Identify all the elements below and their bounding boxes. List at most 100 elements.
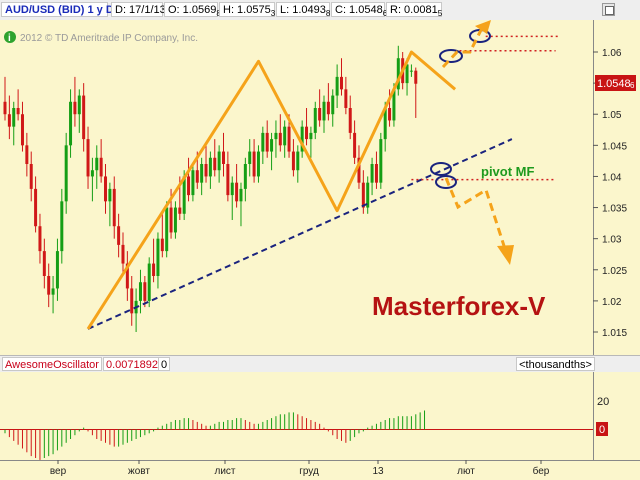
candle-body [77, 95, 81, 115]
candle-body [261, 132, 265, 152]
candle-body [47, 276, 51, 295]
oscillator-panel[interactable]: 20 0 [0, 372, 640, 460]
candle-body [256, 151, 260, 177]
candle-body [296, 151, 300, 171]
low-readout: L: 1.04938 [276, 2, 330, 18]
candle-body [160, 238, 164, 252]
window-control-icon[interactable] [602, 3, 615, 16]
last-price-badge [595, 75, 636, 91]
x-tick-label: лют [457, 466, 475, 477]
x-tick-label: жовт [128, 466, 150, 477]
candle-body [73, 101, 77, 115]
candle-body [29, 164, 33, 189]
close-value: C: 1.0548 [335, 4, 383, 16]
candle-body [396, 58, 400, 90]
oscillator-extra: 0 [158, 357, 171, 371]
candle-body [99, 157, 103, 177]
candle-body [125, 263, 129, 289]
candle-body [339, 76, 343, 90]
candle-body [305, 126, 309, 140]
candle-body [69, 101, 73, 146]
y-tick-label: 1.045 [602, 141, 627, 152]
candle-body [200, 164, 204, 183]
range-subdigit: 5 [437, 9, 443, 19]
candle-body [51, 288, 55, 295]
zigzag-line [86, 50, 457, 330]
date-readout: D: 17/1/13 [111, 2, 166, 17]
candle-body [217, 151, 221, 171]
last-price-value: 1.0548 [597, 78, 631, 90]
candle-body [195, 170, 199, 183]
marker-ellipse [439, 49, 463, 63]
time-axis-bg [0, 460, 640, 480]
high-subdigit: 3 [270, 9, 276, 19]
info-icon[interactable] [4, 31, 16, 43]
candle-body [243, 164, 247, 189]
y-tick-label: 1.03 [602, 235, 622, 246]
x-tick-label: вер [50, 466, 67, 477]
candle-body [274, 132, 278, 140]
oscillator-name[interactable]: AwesomeOscillator [2, 357, 102, 371]
candle-body [42, 251, 46, 276]
open-readout: O: 1.05698 [164, 2, 221, 18]
forecast-arrow-down-icon [497, 245, 514, 265]
oscillator-header: AwesomeOscillator 0.0071892 0 <thousandt… [0, 355, 640, 373]
high-readout: H: 1.05753 [219, 2, 276, 19]
x-tick-label: лист [214, 466, 235, 477]
range-readout: R: 0.00815 [386, 2, 443, 19]
y-tick-label: 1.06 [602, 48, 622, 59]
candle-body [335, 76, 339, 96]
y-tick-label: 1.035 [602, 204, 627, 215]
candle-body [204, 164, 208, 177]
candle-body [55, 251, 59, 289]
candle-body [152, 263, 156, 276]
pivot-label: pivot MF [481, 164, 534, 179]
candle-body [173, 207, 177, 233]
candle-body [230, 182, 234, 196]
marker-ellipse [435, 175, 457, 189]
candle-body [331, 95, 335, 115]
candle-body [226, 164, 230, 196]
marker-ellipse [430, 162, 452, 176]
upside-forecast-path [441, 25, 485, 69]
price-chart[interactable]: 1.015 1.02 1.025 1.03 1.035 1.04 1.045 1.05 1.05… [0, 20, 640, 355]
x-tick-label: груд [299, 466, 319, 477]
time-axis: вер жовт лист груд 13 лют бер [0, 460, 640, 480]
candle-body [278, 132, 282, 146]
candle-body [300, 126, 304, 152]
open-subdigit: 8 [216, 9, 220, 18]
candle-body [12, 108, 16, 127]
candle-body [7, 114, 11, 127]
info-icon-glyph: i [8, 33, 11, 44]
candle-body [82, 95, 86, 140]
candle-body [25, 145, 29, 164]
plot-area [0, 20, 593, 355]
candle-body [309, 132, 313, 140]
candle-body [239, 188, 243, 202]
candle-body [409, 70, 413, 72]
candle-body [121, 244, 125, 264]
candle-body [3, 101, 7, 115]
candle-body [112, 188, 116, 227]
candle-body [388, 108, 392, 121]
candle-body [60, 201, 64, 252]
oscillator-bars [4, 410, 426, 460]
x-tick-label: бер [533, 465, 550, 477]
downside-forecast-path [444, 177, 507, 250]
watermark-label: Masterforex-V [372, 291, 546, 321]
candle-body [108, 188, 112, 202]
candle-body [383, 108, 387, 140]
x-tick-label: 13 [372, 466, 384, 477]
candle-body [38, 226, 42, 252]
candle-body [182, 176, 186, 214]
symbol-selector[interactable]: AUD/USD (BID) 1 y D [1, 2, 114, 17]
candle-body [370, 164, 374, 183]
oscillator-units: <thousandths> [516, 357, 595, 371]
y-tick-label: 1.015 [602, 328, 627, 339]
time-axis-labels: вер жовт лист груд 13 лют бер [50, 460, 550, 477]
last-price-subdigit: 6 [630, 81, 635, 90]
candle-body [353, 132, 357, 158]
candle-body [156, 238, 160, 276]
oscillator-tick-0: 0 [599, 424, 605, 436]
candle-body [326, 101, 330, 115]
